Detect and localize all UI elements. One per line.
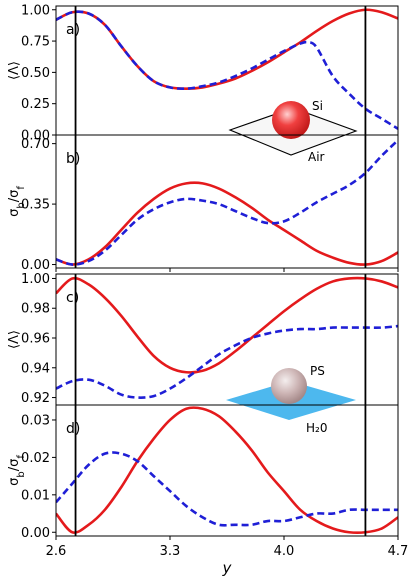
- solid-series-line: [56, 181, 398, 266]
- x-axis-title: y: [222, 559, 233, 577]
- solid-series-line: [56, 406, 398, 535]
- panel-a: Si Air 1.00 0.75 0.50 0.25 0.00 a) ⟨Λ⟩: [7, 3, 399, 164]
- panel-label: a): [66, 22, 80, 38]
- y-tick-label: 0.75: [21, 35, 50, 50]
- dashed-series-line: [56, 324, 398, 399]
- dashed-series-line: [56, 10, 398, 130]
- panel-c: PS H₂0 1.00 0.98 0.96 0.94 0.92 c) ⟨Λ⟩: [7, 272, 399, 435]
- y-axis-title: ⟨Λ⟩: [7, 61, 22, 80]
- axes-frame: [55, 404, 399, 537]
- y-axis-title: ⟨Λ⟩: [7, 330, 22, 349]
- inset-medium-label: Air: [308, 150, 325, 164]
- solid-series-line: [56, 8, 398, 90]
- y-tick-label: 0.50: [21, 66, 50, 81]
- axes-frame: [55, 5, 399, 136]
- inset-illustration: Si Air: [228, 99, 358, 164]
- y-tick-label: 0.00: [21, 258, 50, 273]
- y-tick-label: 1.00: [21, 3, 50, 18]
- x-tick-label: 4.7: [388, 544, 409, 559]
- y-tick-label: 0.25: [21, 97, 50, 112]
- y-axis-title: σb/σf: [7, 455, 27, 486]
- y-tick-label: 0.70: [21, 137, 50, 152]
- axes-frame: [55, 273, 399, 406]
- y-tick-label: 0.98: [21, 302, 50, 317]
- panel-label: b): [66, 151, 80, 167]
- panel-label: c): [66, 290, 79, 306]
- y-tick-label: 0.00: [21, 526, 50, 541]
- dashed-series-line: [56, 451, 398, 527]
- ps-particle: [271, 368, 307, 404]
- y-tick-label: 0.01: [21, 488, 50, 503]
- y-tick-label: 0.96: [21, 332, 50, 347]
- dashed-series-line: [56, 139, 398, 266]
- inset-particle-label: Si: [312, 99, 323, 113]
- x-tick-label: 3.3: [160, 544, 181, 559]
- si-particle: [272, 101, 310, 139]
- x-tick-label: 4.0: [274, 544, 295, 559]
- inset-particle-label: PS: [310, 364, 325, 378]
- inset-illustration: PS H₂0: [226, 364, 356, 435]
- axes-frame: [55, 134, 399, 269]
- inset-medium-label: H₂0: [306, 421, 327, 435]
- y-tick-label: 0.03: [21, 413, 50, 428]
- solid-series-line: [56, 276, 398, 374]
- y-tick-label: 0.35: [21, 198, 50, 213]
- panel-d: 0.03 0.02 0.01 0.00 d) σb/σf 2.6 3.3 4.0 4.7 y: [7, 404, 409, 577]
- y-tick-label: 0.02: [21, 451, 50, 466]
- y-tick-label: 0.92: [21, 391, 50, 406]
- x-tick-label: 2.6: [46, 544, 67, 559]
- y-tick-label: 0.00: [21, 129, 50, 144]
- panel-label: d): [66, 421, 80, 437]
- panel-b: 0.70 0.35 0.00 b) σb/σf: [7, 134, 399, 273]
- y-tick-label: 0.94: [21, 361, 50, 376]
- y-tick-label: 1.00: [21, 272, 50, 287]
- y-axis-title: σb/σf: [7, 186, 27, 217]
